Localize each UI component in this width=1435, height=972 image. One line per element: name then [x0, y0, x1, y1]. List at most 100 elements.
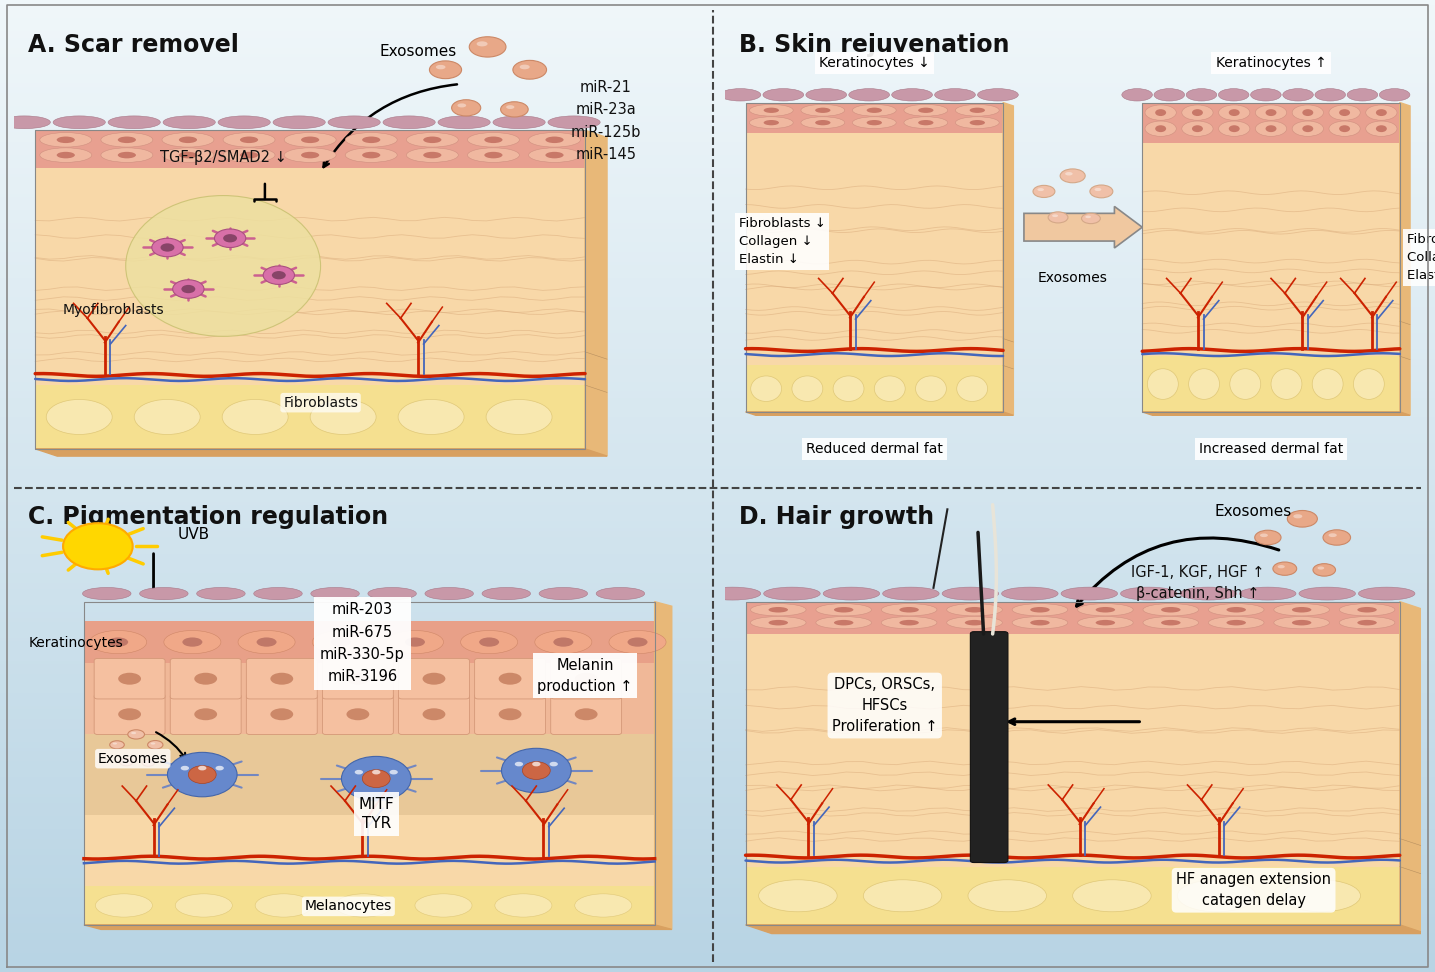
Ellipse shape	[1228, 109, 1240, 116]
Text: miR-203
miR-675
miR-330-5p
miR-3196: miR-203 miR-675 miR-330-5p miR-3196	[320, 603, 405, 684]
Ellipse shape	[1121, 587, 1177, 600]
Text: miR-21
miR-23a
miR-125b
miR-145: miR-21 miR-23a miR-125b miR-145	[571, 81, 641, 161]
Ellipse shape	[386, 631, 443, 653]
Text: Exosomes: Exosomes	[1038, 271, 1108, 285]
Ellipse shape	[834, 607, 854, 612]
Polygon shape	[654, 602, 672, 929]
FancyBboxPatch shape	[399, 658, 469, 699]
Ellipse shape	[1161, 607, 1181, 612]
Ellipse shape	[95, 894, 152, 918]
FancyBboxPatch shape	[95, 658, 165, 699]
Ellipse shape	[1379, 88, 1411, 101]
Ellipse shape	[705, 587, 761, 600]
Ellipse shape	[824, 587, 880, 600]
Ellipse shape	[852, 117, 897, 128]
Ellipse shape	[1072, 880, 1151, 912]
Ellipse shape	[1096, 620, 1115, 625]
Ellipse shape	[372, 770, 380, 775]
Ellipse shape	[1292, 620, 1312, 625]
Ellipse shape	[1155, 125, 1167, 132]
Ellipse shape	[900, 620, 918, 625]
Ellipse shape	[284, 148, 336, 162]
Ellipse shape	[118, 136, 136, 143]
Ellipse shape	[270, 673, 293, 684]
Ellipse shape	[142, 759, 155, 766]
Ellipse shape	[1353, 368, 1385, 399]
Ellipse shape	[751, 616, 806, 629]
Ellipse shape	[162, 132, 214, 147]
Ellipse shape	[1052, 215, 1058, 217]
Ellipse shape	[1266, 109, 1277, 116]
Text: Melanin
production ↑: Melanin production ↑	[537, 657, 633, 694]
Bar	[36, 168, 585, 385]
Ellipse shape	[415, 894, 472, 918]
Text: MITF
TYR: MITF TYR	[359, 797, 395, 831]
Ellipse shape	[1274, 616, 1329, 629]
Ellipse shape	[1192, 125, 1203, 132]
Ellipse shape	[198, 766, 207, 771]
Ellipse shape	[485, 136, 502, 143]
Text: Exosomes: Exosomes	[379, 45, 456, 59]
Ellipse shape	[548, 116, 600, 128]
Ellipse shape	[1287, 510, 1317, 527]
Ellipse shape	[900, 607, 918, 612]
Ellipse shape	[916, 376, 947, 401]
FancyBboxPatch shape	[551, 658, 621, 699]
Ellipse shape	[406, 132, 458, 147]
Ellipse shape	[1281, 880, 1360, 912]
Ellipse shape	[194, 709, 217, 720]
Ellipse shape	[815, 108, 831, 113]
Circle shape	[63, 523, 132, 570]
Ellipse shape	[1065, 172, 1072, 176]
Ellipse shape	[485, 152, 502, 158]
Ellipse shape	[1339, 109, 1350, 116]
Ellipse shape	[215, 766, 224, 771]
Ellipse shape	[867, 120, 883, 125]
Ellipse shape	[1048, 212, 1068, 223]
Bar	[83, 815, 654, 886]
Ellipse shape	[947, 616, 1002, 629]
Ellipse shape	[346, 673, 369, 684]
Ellipse shape	[864, 880, 941, 912]
Ellipse shape	[608, 631, 666, 653]
Ellipse shape	[969, 880, 1046, 912]
Ellipse shape	[1314, 88, 1346, 101]
Bar	[746, 602, 1399, 925]
Ellipse shape	[806, 88, 847, 101]
Text: TGF-β2/SMAD2 ↓: TGF-β2/SMAD2 ↓	[159, 151, 287, 165]
Ellipse shape	[310, 399, 376, 434]
Ellipse shape	[1347, 88, 1378, 101]
Ellipse shape	[301, 136, 319, 143]
Ellipse shape	[957, 376, 987, 401]
Bar	[36, 130, 585, 168]
Ellipse shape	[498, 673, 521, 684]
Ellipse shape	[1148, 368, 1178, 399]
Ellipse shape	[763, 108, 779, 113]
Ellipse shape	[977, 88, 1019, 101]
Ellipse shape	[311, 587, 359, 600]
Ellipse shape	[238, 631, 296, 653]
Polygon shape	[1399, 602, 1426, 933]
Ellipse shape	[1144, 604, 1198, 616]
Ellipse shape	[423, 152, 442, 158]
Ellipse shape	[181, 285, 195, 294]
Ellipse shape	[1366, 105, 1398, 121]
Ellipse shape	[254, 587, 303, 600]
Ellipse shape	[175, 894, 232, 918]
Ellipse shape	[1145, 122, 1177, 136]
Ellipse shape	[422, 709, 445, 720]
Bar	[1142, 143, 1399, 356]
Ellipse shape	[1358, 620, 1376, 625]
Ellipse shape	[494, 116, 545, 128]
Text: C. Pigmentation regulation: C. Pigmentation regulation	[29, 504, 389, 529]
Text: Reduced dermal fat: Reduced dermal fat	[806, 442, 943, 456]
Ellipse shape	[751, 604, 806, 616]
Ellipse shape	[540, 587, 587, 600]
Ellipse shape	[1292, 105, 1323, 121]
Ellipse shape	[461, 631, 518, 653]
Text: Myofibroblasts: Myofibroblasts	[63, 303, 165, 317]
Ellipse shape	[1317, 567, 1325, 570]
Ellipse shape	[108, 116, 161, 128]
Ellipse shape	[284, 132, 336, 147]
Ellipse shape	[108, 638, 128, 646]
